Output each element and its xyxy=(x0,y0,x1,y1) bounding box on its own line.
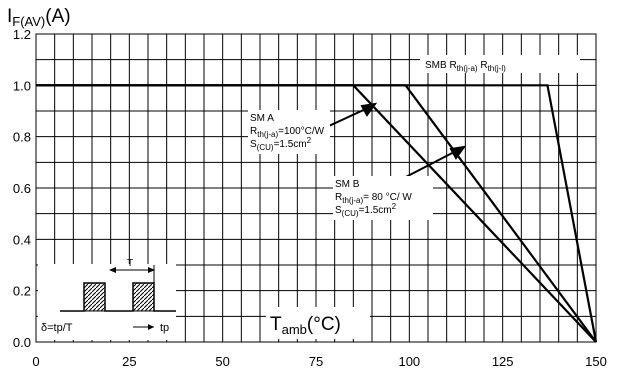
x-tick-label: 25 xyxy=(122,354,136,369)
pulse-inset: T δ=tp/T tp xyxy=(38,258,176,340)
y-tick-label: 0.0 xyxy=(13,335,31,350)
svg-text:SM B: SM B xyxy=(335,179,360,190)
inset-tp-label: tp xyxy=(160,322,169,334)
inset-delta-label: δ=tp/T xyxy=(41,322,73,334)
x-tick-label: 50 xyxy=(215,354,229,369)
x-tick-label: 75 xyxy=(309,354,323,369)
y-tick-label: 0.2 xyxy=(13,284,31,299)
x-tick-label: 100 xyxy=(398,354,420,369)
y-tick-label: 1.0 xyxy=(13,78,31,93)
y-axis-label: IF(AV)(A) xyxy=(7,6,71,29)
x-tick-label: 150 xyxy=(585,354,607,369)
inset-T-label: T xyxy=(127,258,133,269)
x-tick-label: 0 xyxy=(32,354,39,369)
y-tick-label: 0.6 xyxy=(13,181,31,196)
y-tick-label: 1.2 xyxy=(13,27,31,42)
svg-text:SM A: SM A xyxy=(250,113,274,124)
y-tick-label: 0.8 xyxy=(13,130,31,145)
x-tick-label: 125 xyxy=(492,354,514,369)
y-tick-label: 0.4 xyxy=(13,232,31,247)
pulse-2 xyxy=(133,283,154,311)
pulse-1 xyxy=(84,283,105,311)
